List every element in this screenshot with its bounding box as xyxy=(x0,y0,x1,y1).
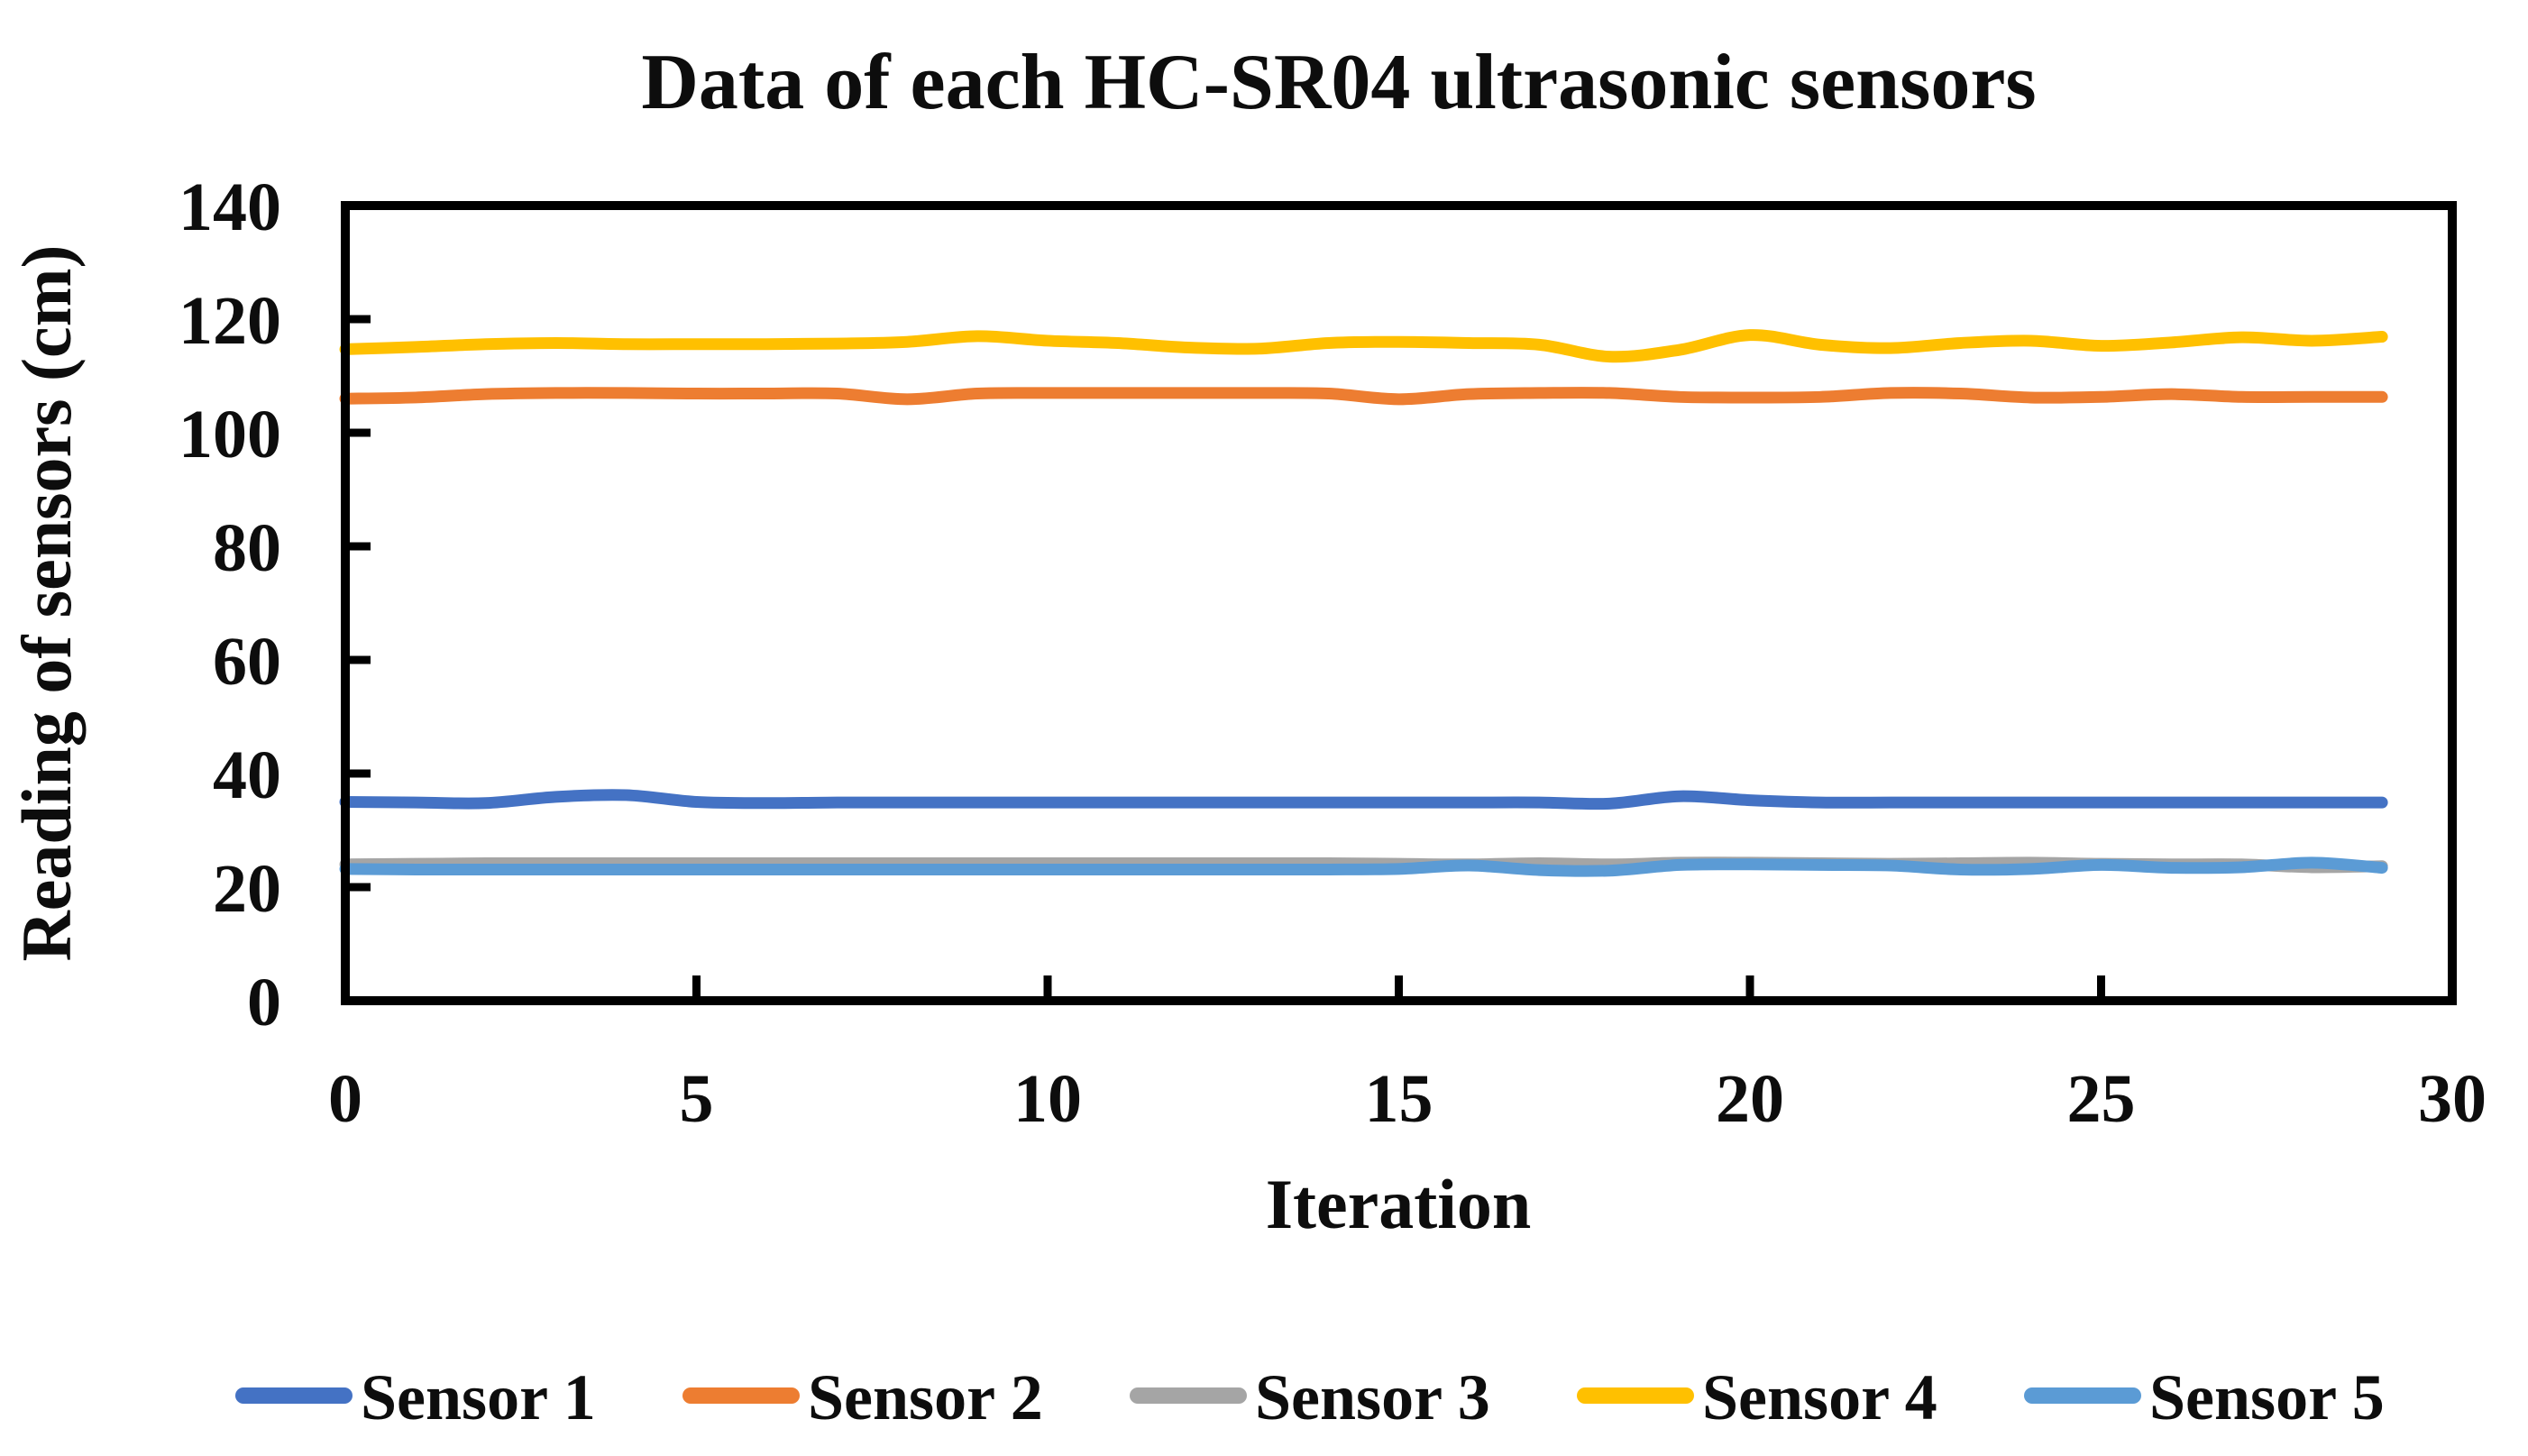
legend-label: Sensor 2 xyxy=(808,1361,1043,1433)
series-line-sensor-3 xyxy=(339,856,2388,874)
chart-title: Data of each HC-SR04 ultrasonic sensors xyxy=(641,39,2036,126)
x-axis-tick-label: 25 xyxy=(2067,1061,2136,1137)
x-axis-title: Iteration xyxy=(1266,1165,1532,1243)
x-axis-tick-label: 30 xyxy=(2418,1061,2487,1137)
series-lines xyxy=(339,329,2388,877)
y-axis-tick-label: 80 xyxy=(213,510,281,586)
x-axis-tick-label: 5 xyxy=(680,1061,714,1137)
x-axis-tick-label: 10 xyxy=(1013,1061,1082,1137)
series-line-sensor-5 xyxy=(339,856,2388,877)
legend-label: Sensor 5 xyxy=(2149,1361,2385,1433)
legend-item-sensor-3: Sensor 3 xyxy=(1130,1361,1490,1433)
legend-label: Sensor 1 xyxy=(361,1361,596,1433)
x-axis-tick-label: 15 xyxy=(1365,1061,1433,1137)
y-axis-tick-label: 60 xyxy=(213,624,281,700)
x-axis-tick-label: 20 xyxy=(1716,1061,1784,1137)
series-line-sensor-4 xyxy=(339,329,2388,363)
legend: Sensor 1 Sensor 2 Sensor 3 Sensor 4 Sensor 5 xyxy=(235,1361,2385,1433)
y-axis-tick-label: 100 xyxy=(179,397,281,472)
x-axis-tick-labels: 0 5 10 15 20 25 30 xyxy=(328,1061,2487,1137)
y-axis-tick-label: 120 xyxy=(179,283,281,359)
legend-item-sensor-5: Sensor 5 xyxy=(2024,1361,2385,1433)
y-axis-tick-label: 0 xyxy=(247,965,281,1040)
series-line-sensor-2 xyxy=(339,387,2388,406)
y-axis-tick-label: 40 xyxy=(213,737,281,813)
y-axis-tick-labels: 0 20 40 60 80 100 120 140 xyxy=(179,169,281,1040)
y-axis-title: Reading of sensors (cm) xyxy=(7,244,86,961)
plot-area-border xyxy=(341,201,2457,1005)
legend-item-sensor-4: Sensor 4 xyxy=(1577,1361,1937,1433)
legend-label: Sensor 3 xyxy=(1255,1361,1490,1433)
x-axis-tick-label: 0 xyxy=(328,1061,362,1137)
series-line-sensor-1 xyxy=(339,789,2388,810)
y-axis-tick-label: 20 xyxy=(213,851,281,927)
legend-label: Sensor 4 xyxy=(1702,1361,1937,1433)
legend-item-sensor-2: Sensor 2 xyxy=(682,1361,1043,1433)
y-axis-tick-label: 140 xyxy=(179,169,281,245)
axis-tick-marks xyxy=(341,201,2457,1005)
legend-item-sensor-1: Sensor 1 xyxy=(235,1361,596,1433)
